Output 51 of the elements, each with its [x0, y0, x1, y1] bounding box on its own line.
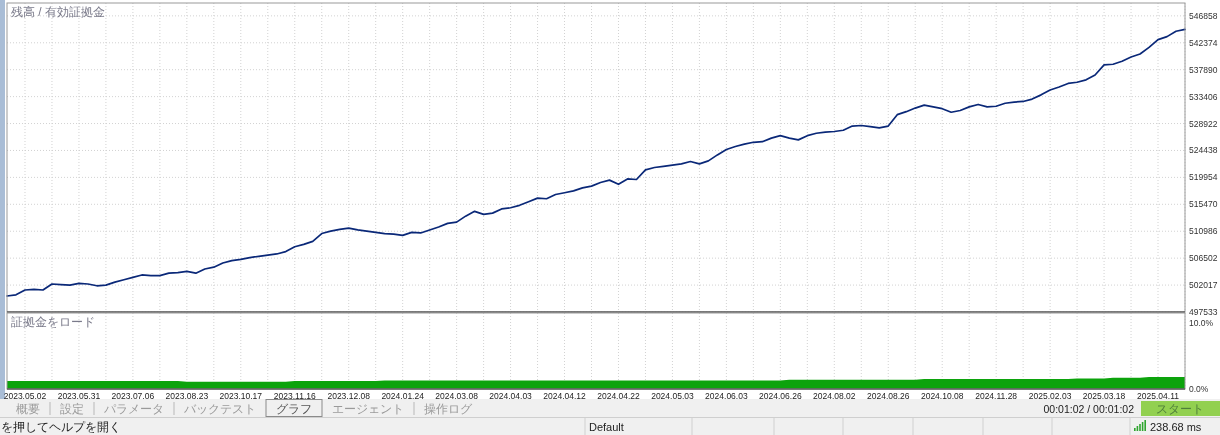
x-tick-label: 2023.07.06	[111, 391, 155, 401]
y-tick-label: 519954	[1189, 172, 1218, 183]
x-tick-label: 2024.08.26	[866, 391, 910, 401]
x-tick-label: 2025.03.18	[1082, 391, 1126, 401]
text: スタート	[1156, 402, 1204, 416]
x-tick-label: 2024.06.03	[705, 391, 748, 401]
text: 00:01:02 / 00:01:02	[1043, 403, 1135, 415]
y-tick-label: 497533	[1189, 307, 1218, 317]
x-tick-label: 2024.06.26	[759, 391, 802, 401]
text: エージェント	[332, 402, 404, 416]
chart-title: 残高 / 有効証拠金	[11, 5, 106, 19]
x-tick-label: 2025.02.03	[1028, 391, 1072, 401]
y-tick-label: 0.0%	[1189, 384, 1209, 394]
x-tick-label: 2023.11.16	[273, 391, 316, 401]
x-tick-label: 2025.04.11	[1137, 391, 1180, 401]
chart-title: 証拠金をロード	[11, 315, 95, 329]
y-tick-label: 502017	[1189, 280, 1218, 291]
text: パラメータ	[103, 402, 164, 416]
x-tick-label: 2023.05.31	[57, 391, 101, 401]
y-tick-label: 515470	[1189, 199, 1218, 210]
text: を押してヘルプを開く	[1, 420, 121, 434]
text: バックテスト	[183, 402, 256, 416]
y-tick-label: 524438	[1189, 145, 1218, 156]
y-tick-label: 10.0%	[1189, 317, 1214, 328]
x-tick-label: 2024.03.08	[435, 391, 479, 401]
y-tick-label: 506502	[1189, 253, 1218, 264]
y-tick-label: 537890	[1189, 64, 1218, 75]
text: Default	[589, 421, 624, 433]
y-tick-label: 510986	[1189, 226, 1218, 237]
x-tick-label: 2024.11.28	[975, 391, 1018, 401]
x-tick-label: 2023.05.02	[3, 391, 47, 401]
text: 操作ログ	[424, 402, 473, 416]
y-tick-label: 533406	[1189, 91, 1218, 102]
y-tick-label: 528922	[1189, 118, 1218, 129]
x-tick-label: 2024.05.03	[651, 391, 694, 401]
y-tick-label: 546858	[1189, 10, 1218, 21]
x-tick-label: 2024.08.02	[813, 391, 856, 401]
x-tick-label: 2024.04.22	[597, 391, 641, 401]
x-tick-label: 2024.01.24	[381, 391, 425, 401]
text: 238.68 ms	[1150, 421, 1202, 433]
x-tick-label: 2024.04.03	[489, 391, 533, 401]
x-tick-label: 2023.08.23	[165, 391, 209, 401]
x-tick-label: 2023.10.17	[219, 391, 263, 401]
line-series	[6, 28, 1186, 297]
text: 概要	[16, 402, 40, 416]
text: 設定	[60, 402, 84, 416]
text: グラフ	[276, 402, 312, 416]
x-tick-label: 2024.10.08	[920, 391, 964, 401]
y-tick-label: 542374	[1189, 37, 1218, 48]
x-tick-label: 2024.04.12	[543, 391, 587, 401]
x-tick-label: 2023.12.08	[327, 391, 371, 401]
